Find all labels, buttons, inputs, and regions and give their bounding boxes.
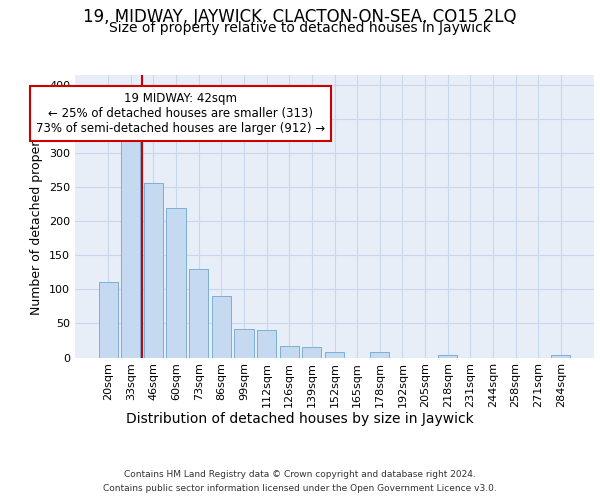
Bar <box>121 134 140 358</box>
Bar <box>189 269 208 358</box>
Bar <box>302 346 322 358</box>
Bar <box>325 352 344 358</box>
Text: 19 MIDWAY: 42sqm
← 25% of detached houses are smaller (313)
73% of semi-detached: 19 MIDWAY: 42sqm ← 25% of detached house… <box>36 92 325 135</box>
Text: Contains public sector information licensed under the Open Government Licence v3: Contains public sector information licen… <box>103 484 497 493</box>
Text: Contains HM Land Registry data © Crown copyright and database right 2024.: Contains HM Land Registry data © Crown c… <box>124 470 476 479</box>
Text: Distribution of detached houses by size in Jaywick: Distribution of detached houses by size … <box>126 412 474 426</box>
Bar <box>98 282 118 358</box>
Bar <box>166 208 186 358</box>
Bar <box>438 355 457 358</box>
Bar <box>551 355 571 358</box>
Bar <box>144 182 163 358</box>
Text: 19, MIDWAY, JAYWICK, CLACTON-ON-SEA, CO15 2LQ: 19, MIDWAY, JAYWICK, CLACTON-ON-SEA, CO1… <box>83 8 517 26</box>
Bar <box>370 352 389 358</box>
Bar <box>212 296 231 358</box>
Text: Size of property relative to detached houses in Jaywick: Size of property relative to detached ho… <box>109 21 491 35</box>
Bar <box>257 330 276 357</box>
Y-axis label: Number of detached properties: Number of detached properties <box>31 118 43 315</box>
Bar <box>235 329 254 358</box>
Bar <box>280 346 299 358</box>
